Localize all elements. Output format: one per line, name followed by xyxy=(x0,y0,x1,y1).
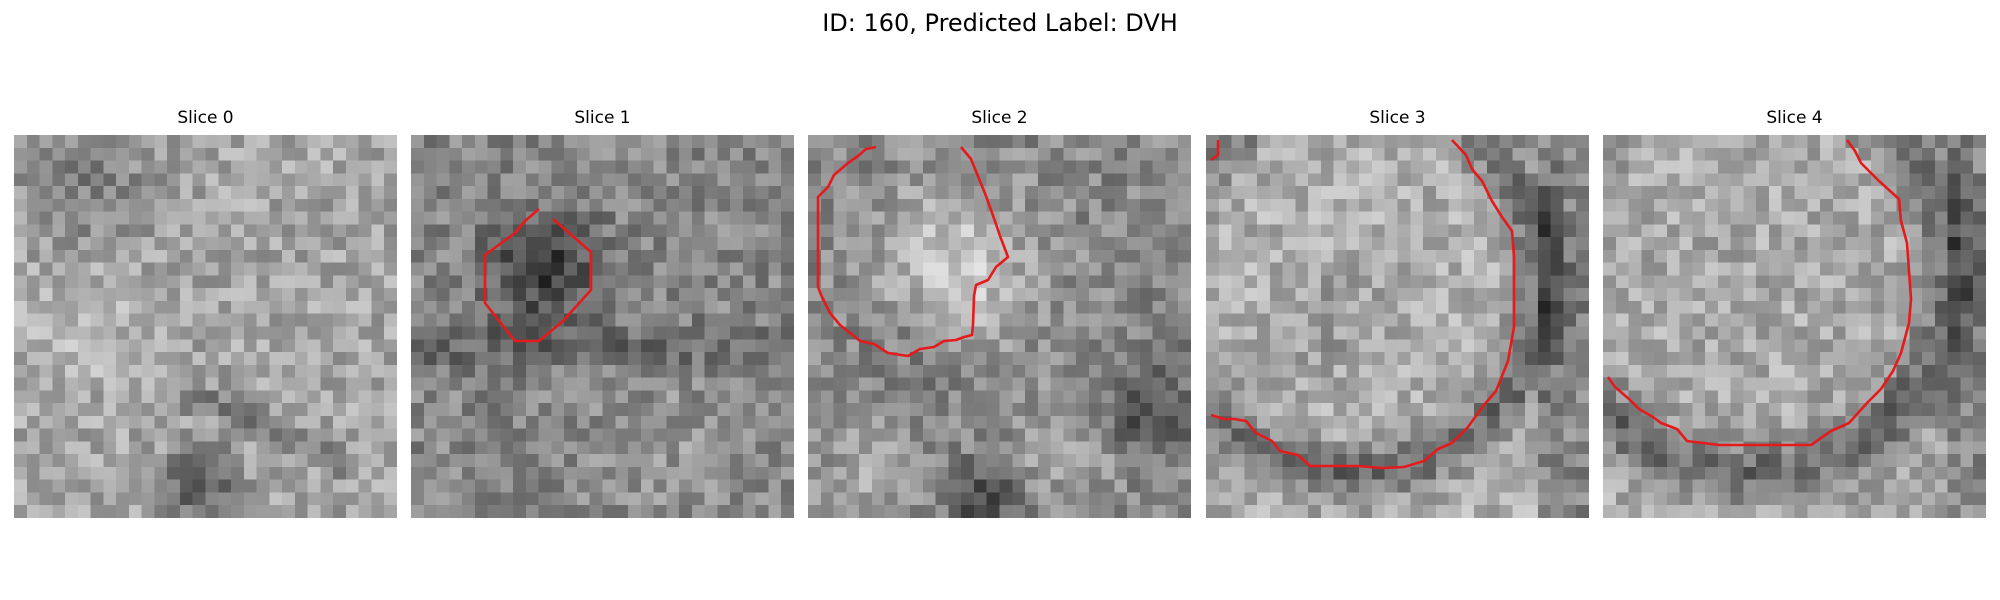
red-contour-line xyxy=(816,145,1010,358)
segmentation-contour-overlay xyxy=(1210,139,1516,470)
slice-title: Slice 4 xyxy=(1766,108,1823,128)
slice-title: Slice 1 xyxy=(574,108,631,128)
figure-title: ID: 160, Predicted Label: DVH xyxy=(822,9,1178,37)
slice-image xyxy=(1603,135,1986,518)
grayscale-slice-image xyxy=(14,135,397,518)
slice-image xyxy=(411,135,794,518)
grayscale-slice-image xyxy=(411,135,794,518)
red-contour-line xyxy=(1210,139,1516,470)
segmentation-contour-overlay xyxy=(816,145,1010,358)
grayscale-slice-image xyxy=(1206,135,1589,518)
slice-title: Slice 0 xyxy=(177,108,234,128)
slice-title: Slice 3 xyxy=(1369,108,1426,128)
red-contour-line xyxy=(1210,140,1220,162)
red-contour-line xyxy=(1606,139,1913,447)
slice-title: Slice 2 xyxy=(971,108,1028,128)
grayscale-slice-image xyxy=(808,135,1191,518)
segmentation-contour-overlay xyxy=(483,208,593,343)
red-contour-line xyxy=(483,208,593,343)
slice-image xyxy=(1206,135,1589,518)
grayscale-slice-image xyxy=(1603,135,1986,518)
slice-image xyxy=(808,135,1191,518)
segmentation-contour-overlay xyxy=(1606,139,1913,447)
slice-image xyxy=(14,135,397,518)
